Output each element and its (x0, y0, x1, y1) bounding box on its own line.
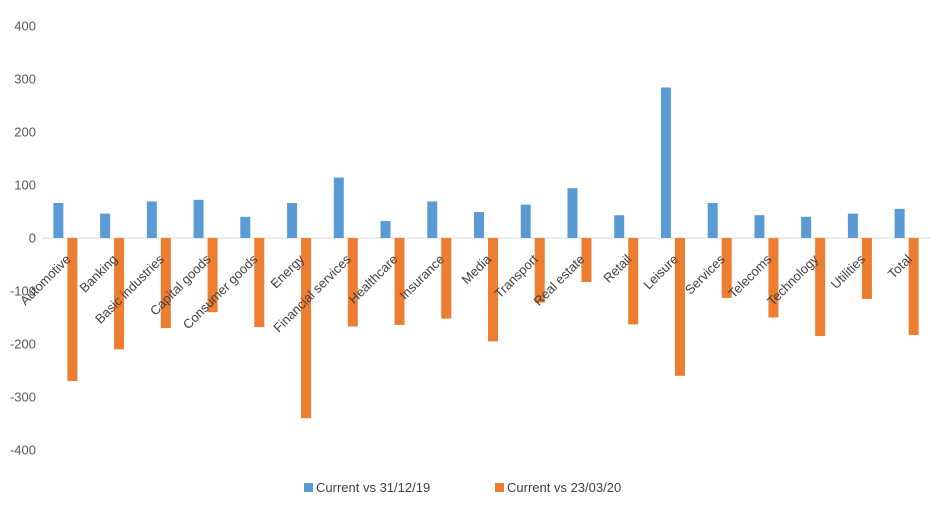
bar-series1 (520, 204, 531, 238)
bar-series1 (333, 177, 344, 238)
bar-series2 (815, 238, 826, 337)
bar-series1 (660, 87, 671, 238)
bar-series1 (100, 213, 111, 238)
y-tick-label: 300 (14, 72, 36, 87)
bar-series2 (441, 238, 452, 319)
y-tick-label: -100 (10, 284, 36, 299)
x-tick-label: Financial services (270, 251, 354, 335)
legend: Current vs 31/12/19 Current vs 23/03/20 (304, 480, 621, 495)
bar-series2 (67, 238, 78, 382)
bar-series2 (861, 238, 872, 299)
x-tick-label: Services (682, 251, 728, 297)
bar-series2 (160, 238, 171, 329)
bar-series1 (193, 199, 204, 238)
bar-series1 (847, 213, 858, 238)
legend-label: Current vs 23/03/20 (507, 480, 621, 495)
bars (53, 87, 919, 419)
y-tick-label: 200 (14, 125, 36, 140)
legend-swatch (304, 483, 313, 492)
y-tick-label: -300 (10, 390, 36, 405)
bar-series1 (146, 201, 157, 238)
legend-label: Current vs 31/12/19 (316, 480, 430, 495)
bar-series1 (53, 203, 64, 238)
bar-series2 (301, 238, 312, 419)
bar-series2 (908, 238, 919, 335)
bar-series1 (894, 208, 905, 238)
y-axis: 400 300 200 100 0 -100 -200 -300 -400 (10, 19, 36, 458)
x-tick-label: Banking (76, 252, 120, 296)
y-tick-label: -400 (10, 443, 36, 458)
bar-series2 (347, 238, 358, 327)
bar-series2 (534, 238, 545, 303)
bar-series2 (768, 238, 779, 318)
x-tick-label: Automotive (17, 252, 74, 309)
bar-series2 (488, 238, 498, 342)
bar-series1 (474, 212, 484, 238)
bar-series1 (567, 188, 578, 238)
bar-series1 (427, 201, 438, 238)
y-tick-label: -200 (10, 337, 36, 352)
bar-series2 (628, 238, 639, 325)
bar-series2 (207, 238, 218, 313)
y-tick-label: 0 (29, 231, 36, 246)
bar-series1 (287, 203, 298, 238)
legend-swatch (495, 483, 504, 492)
bar-series1 (754, 215, 765, 238)
bar-series1 (240, 216, 251, 238)
y-tick-label: 400 (14, 19, 36, 34)
bar-series1 (801, 216, 812, 238)
bar-series2 (721, 238, 732, 298)
bar-series2 (674, 238, 685, 376)
bar-series2 (394, 238, 405, 325)
bar-series2 (114, 238, 125, 350)
bar-series2 (581, 238, 592, 282)
y-tick-label: 100 (14, 178, 36, 193)
bar-series1 (707, 203, 718, 238)
bar-series1 (614, 215, 625, 238)
bar-series2 (254, 238, 265, 328)
bar-series1 (380, 221, 391, 238)
